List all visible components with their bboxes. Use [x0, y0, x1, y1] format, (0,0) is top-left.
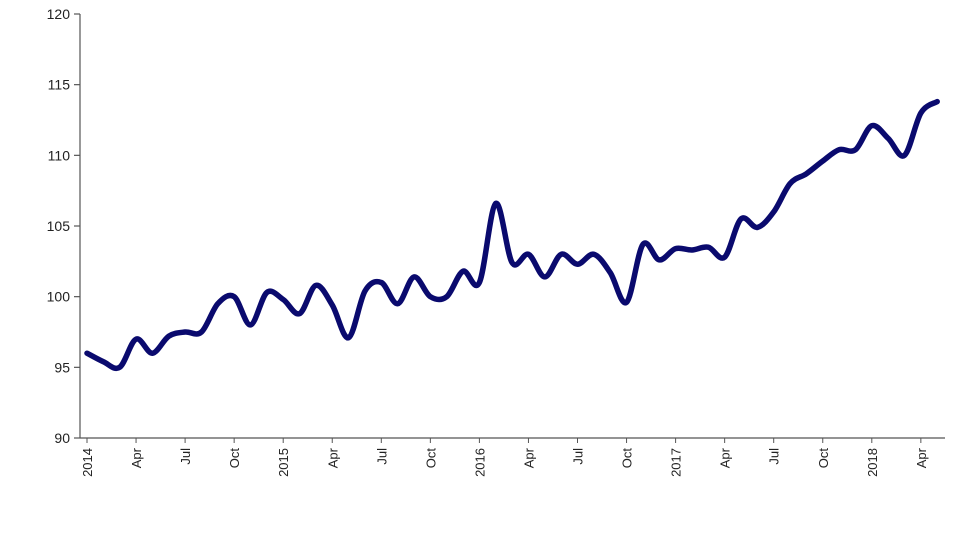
x-tick-label: Jul — [767, 448, 782, 465]
x-tick-label: Apr — [129, 447, 144, 468]
y-tick-label: 120 — [47, 6, 71, 22]
x-tick-label: 2017 — [669, 448, 684, 477]
x-tick-label: Jul — [571, 448, 586, 465]
x-tick-label: 2014 — [80, 448, 95, 477]
x-tick-label: Apr — [718, 447, 733, 468]
y-axis-ticks: 90 95 100 105 110 115 120 — [47, 6, 80, 446]
y-tick-label: 100 — [47, 289, 71, 305]
y-tick-label: 105 — [47, 218, 71, 234]
x-tick-label: Oct — [620, 448, 635, 469]
x-tick-label: Oct — [227, 448, 242, 469]
y-tick-label: 95 — [54, 359, 70, 375]
x-tick-label: Oct — [816, 448, 831, 469]
x-tick-label: Apr — [521, 447, 536, 468]
x-tick-label: Apr — [914, 447, 929, 468]
series-line — [84, 98, 940, 372]
x-tick-label: Oct — [423, 448, 438, 469]
x-tick-label: Jul — [178, 448, 193, 465]
x-axis-ticks: 2014 Apr Jul Oct 2015 Apr Jul Oct 2016 Apr Jul Oct 2… — [80, 438, 929, 477]
x-tick-label: Jul — [374, 448, 389, 465]
x-tick-label: 2016 — [472, 448, 487, 477]
x-tick-label: Apr — [325, 447, 340, 468]
x-tick-label: 2015 — [276, 448, 291, 477]
y-tick-label: 90 — [54, 430, 70, 446]
x-tick-label: 2018 — [865, 448, 880, 477]
y-tick-label: 115 — [48, 77, 71, 93]
y-tick-label: 110 — [48, 147, 71, 163]
